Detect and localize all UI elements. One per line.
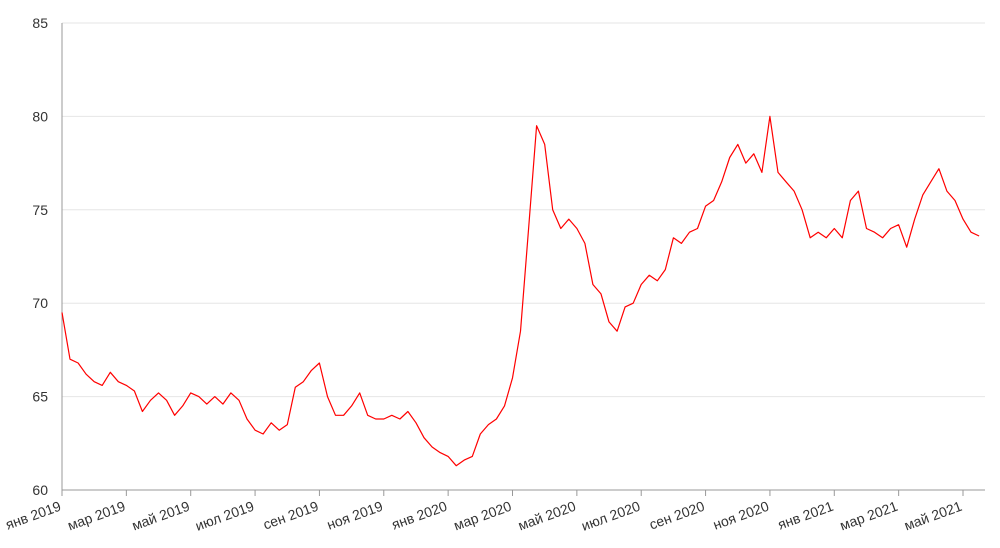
x-tick-label: мар 2020 (451, 498, 513, 534)
x-tick-label: сен 2019 (261, 498, 321, 533)
x-tick-label: сен 2020 (647, 498, 707, 533)
y-tick-label: 85 (32, 15, 48, 31)
x-tick-label: май 2019 (130, 498, 192, 534)
y-tick-label: 60 (32, 482, 48, 498)
x-tick-label: июл 2020 (579, 498, 642, 534)
x-tick-label: мар 2019 (65, 498, 127, 534)
y-tick-label: 65 (32, 389, 48, 405)
x-tick-label: июл 2019 (193, 498, 256, 534)
x-tick-label: янв 2019 (3, 498, 63, 533)
x-tick-label: май 2020 (516, 498, 578, 534)
x-tick-label: ноя 2020 (711, 498, 771, 533)
x-tick-label: янв 2021 (776, 498, 836, 533)
x-tick-label: янв 2020 (389, 498, 449, 533)
x-tick-label: мар 2021 (838, 498, 900, 534)
x-tick-label: май 2021 (902, 498, 964, 534)
y-tick-label: 80 (32, 108, 48, 124)
series-line (61, 115, 980, 467)
y-tick-label: 75 (32, 202, 48, 218)
y-tick-label: 70 (32, 295, 48, 311)
x-tick-label: ноя 2019 (325, 498, 385, 533)
